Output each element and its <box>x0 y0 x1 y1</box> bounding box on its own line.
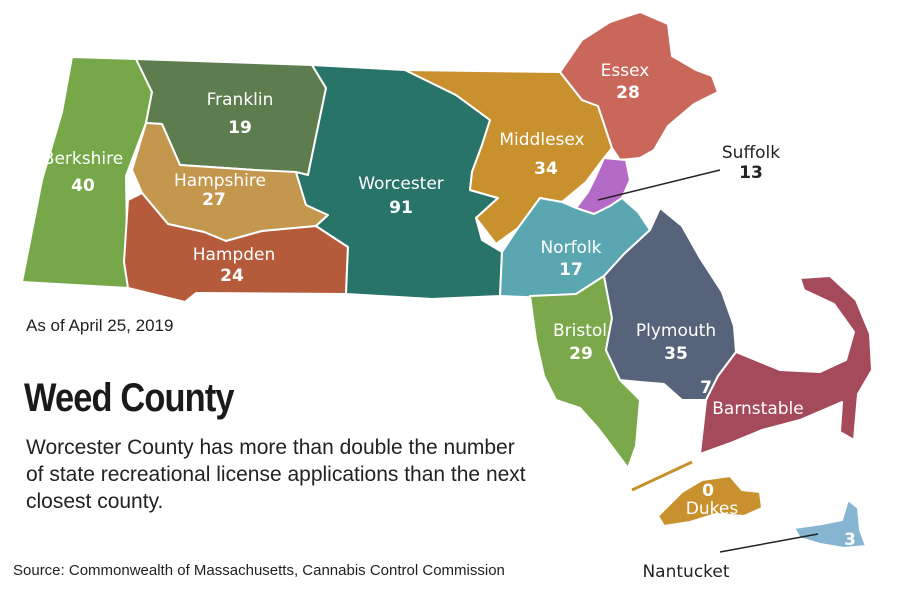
label-barnstable-value: 7 <box>700 378 712 398</box>
label-worcester-name: Worcester <box>358 174 444 194</box>
label-essex-name: Essex <box>601 61 650 81</box>
label-nantucket-value: 3 <box>844 530 856 550</box>
label-franklin-value: 19 <box>228 118 252 138</box>
label-essex-value: 28 <box>616 83 640 103</box>
label-nantucket-name: Nantucket <box>642 562 729 582</box>
label-hampshire-value: 27 <box>202 190 226 210</box>
label-worcester-value: 91 <box>389 198 413 218</box>
label-bristol-value: 29 <box>569 344 593 364</box>
label-norfolk-name: Norfolk <box>540 238 601 258</box>
label-plymouth-value: 35 <box>664 344 688 364</box>
county-nantucket <box>793 499 867 549</box>
county-dukes <box>657 475 763 527</box>
label-franklin-name: Franklin <box>207 90 274 110</box>
county-essex <box>559 11 719 161</box>
county-barnstable <box>699 275 873 455</box>
label-middlesex-value: 34 <box>534 159 558 179</box>
label-suffolk-value: 13 <box>739 163 763 183</box>
label-plymouth-name: Plymouth <box>636 321 716 341</box>
elizabeth-islands <box>631 460 693 492</box>
label-berkshire-name: Berkshire <box>43 149 123 169</box>
label-norfolk-value: 17 <box>559 260 583 280</box>
label-hampden-value: 24 <box>220 266 244 286</box>
label-hampden-name: Hampden <box>193 245 276 265</box>
label-dukes-name: Dukes <box>686 499 739 519</box>
label-bristol-name: Bristol <box>553 321 607 341</box>
label-berkshire-value: 40 <box>71 176 95 196</box>
label-barnstable-name: Barnstable <box>712 399 803 419</box>
source-note: Source: Commonwealth of Massachusetts, C… <box>13 562 505 579</box>
page-title: Weed County <box>24 376 235 420</box>
description-text: Worcester County has more than double th… <box>26 436 526 513</box>
suffolk-leader-line <box>597 169 721 201</box>
as-of-date: As of April 25, 2019 <box>26 316 174 335</box>
label-dukes-value: 0 <box>702 481 714 501</box>
label-suffolk-name: Suffolk <box>722 143 780 163</box>
label-middlesex-name: Middlesex <box>499 130 584 150</box>
nantucket-leader-line <box>719 533 819 553</box>
label-hampshire-name: Hampshire <box>174 171 266 191</box>
